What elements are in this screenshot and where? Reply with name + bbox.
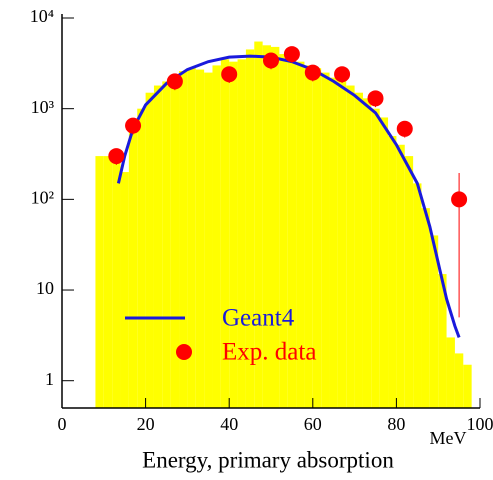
x-axis-unit: MeV <box>430 428 467 448</box>
data-point <box>108 148 125 165</box>
data-point <box>304 64 321 81</box>
histogram-bar <box>438 274 447 408</box>
histogram-bar <box>212 65 221 408</box>
histogram-bar <box>179 71 188 408</box>
histogram-bar <box>137 108 146 408</box>
data-point <box>451 191 468 208</box>
histogram-bar <box>429 235 439 408</box>
histogram-bar <box>262 45 271 409</box>
legend-label: Exp. data <box>222 339 316 366</box>
histogram-bar <box>321 72 330 409</box>
histogram-bar <box>371 108 380 408</box>
x-tick-label: 100 <box>467 414 493 434</box>
histogram-bar <box>404 156 414 408</box>
histogram-bar <box>287 56 297 409</box>
y-tick-label: 1 <box>45 369 54 389</box>
histogram-bar <box>112 158 121 408</box>
y-tick-label: 10² <box>31 187 54 207</box>
x-tick-label: 40 <box>220 414 238 434</box>
data-point <box>166 73 183 90</box>
histogram-bar <box>421 208 430 408</box>
data-point <box>283 46 300 63</box>
y-tick-label: 10³ <box>31 97 55 117</box>
histogram-bar <box>362 98 372 409</box>
data-point <box>263 52 279 69</box>
y-tick-label: 10⁴ <box>30 6 54 26</box>
histogram-bar <box>187 68 196 409</box>
data-point <box>334 66 351 83</box>
data-point <box>125 117 142 134</box>
x-tick-label: 60 <box>304 414 322 434</box>
data-point <box>367 90 384 107</box>
histogram-bar <box>245 49 255 409</box>
line <box>116 54 461 338</box>
legend-marker <box>176 344 192 360</box>
histogram-bar <box>388 135 397 408</box>
histogram-bar <box>229 61 238 408</box>
histogram-bar <box>204 72 213 409</box>
histogram-bar <box>312 68 322 409</box>
histogram-bar <box>162 81 171 409</box>
histogram-bar <box>120 172 129 408</box>
histogram-bar <box>304 65 313 408</box>
histogram-bar <box>396 144 405 408</box>
data-point <box>221 66 238 83</box>
histogram-bar <box>346 85 355 409</box>
histogram-bar <box>279 54 288 409</box>
histogram-bar <box>145 92 154 408</box>
histogram-bar <box>446 337 455 408</box>
histogram-bar <box>254 41 263 409</box>
data-point <box>396 120 413 137</box>
histogram-bar <box>128 122 138 409</box>
histogram-bar <box>95 156 104 408</box>
histogram-bar <box>170 75 180 408</box>
histogram-bar <box>329 77 338 408</box>
histogram-bar <box>296 61 305 408</box>
histogram-bar <box>354 92 363 408</box>
histogram-bar <box>220 59 230 408</box>
histogram-bar <box>454 353 464 408</box>
histogram-bar <box>153 85 163 409</box>
histogram-bar <box>271 46 280 409</box>
x-axis-label: Energy, primary absorption <box>142 447 394 472</box>
histogram-bar <box>463 364 472 408</box>
histogram-bar <box>379 117 389 408</box>
histogram-bar <box>195 69 205 408</box>
histogram-bar <box>337 81 347 409</box>
x-tick-label: 0 <box>58 414 67 434</box>
histogram-bar <box>103 156 113 408</box>
histogram-bar <box>413 183 422 408</box>
histogram-bar <box>237 59 246 408</box>
legend-label: Geant4 <box>222 305 295 332</box>
x-tick-label: 20 <box>137 414 155 434</box>
y-tick-label: 10 <box>36 278 54 298</box>
x-tick-label: 80 <box>387 414 405 434</box>
